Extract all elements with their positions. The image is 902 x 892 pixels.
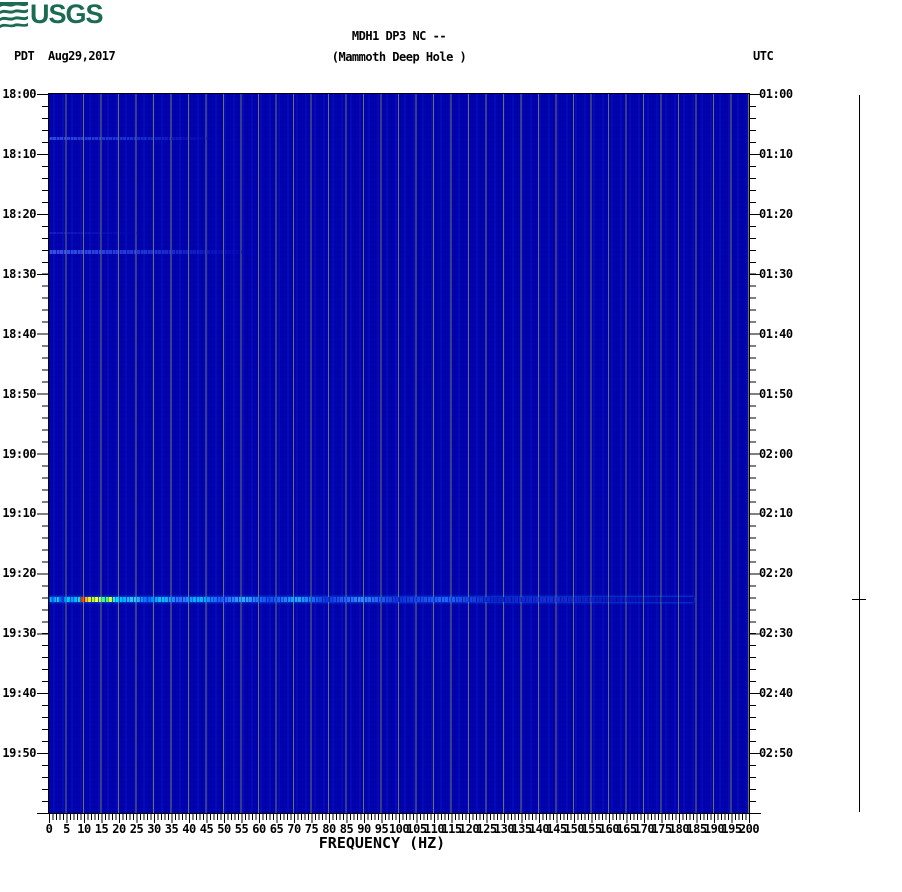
freq-tick-label: 145 <box>546 822 567 836</box>
spectrogram-plot <box>48 93 750 814</box>
event-band-bright-1924 <box>49 597 694 602</box>
freq-tick-label: 100 <box>388 822 410 836</box>
freq-tick-label: 50 <box>217 822 231 836</box>
right-time-label: 02:30 <box>759 626 793 641</box>
right-time-label: 01:30 <box>759 266 793 281</box>
freq-tick-label: 185 <box>686 822 707 836</box>
freq-tick-label: 125 <box>476 822 497 836</box>
freq-tick-label: 140 <box>528 822 550 836</box>
plot-title-block: MDH1 DP3 NC -- (Mammoth Deep Hole ) <box>49 30 749 63</box>
freq-tick-label: 150 <box>563 822 585 836</box>
freq-tick-label: 0 <box>45 822 53 836</box>
freq-tick-label: 180 <box>668 822 690 836</box>
freq-tick-label: 80 <box>322 822 336 836</box>
right-time-label: 02:20 <box>759 566 793 581</box>
freq-tick-label: 90 <box>357 822 371 836</box>
freq-tick-label: 120 <box>458 822 480 836</box>
freq-tick-label: 190 <box>703 822 725 836</box>
freq-tick-label: 35 <box>164 822 179 836</box>
left-time-label: 19:30 <box>2 626 36 641</box>
freq-tick-label: 65 <box>269 822 284 836</box>
left-time-label: 19:20 <box>2 566 36 581</box>
freq-tick-label: 115 <box>441 822 462 836</box>
usgs-wave-icon <box>0 1 28 28</box>
freq-tick-label: 75 <box>304 822 319 836</box>
bottom-axis-minor-ticks <box>49 814 750 820</box>
freq-tick-label: 155 <box>581 822 602 836</box>
left-time-label: 19:40 <box>2 686 36 701</box>
freq-tick-label: 110 <box>423 822 445 836</box>
left-time-label: 18:10 <box>2 146 36 161</box>
freq-tick-label: 20 <box>112 822 126 836</box>
freq-tick-label: 10 <box>77 822 91 836</box>
right-time-label: 01:10 <box>759 146 793 161</box>
right-time-label: 02:10 <box>759 506 793 521</box>
right-time-label: 02:00 <box>759 446 793 461</box>
usgs-logo: USGS <box>0 0 104 29</box>
right-time-label: 01:40 <box>759 326 793 341</box>
seismogram-trace-line <box>859 95 860 812</box>
x-axis-title: FREQUENCY (HZ) <box>318 834 446 852</box>
freq-tick-label: 95 <box>374 822 389 836</box>
left-time-label: 18:40 <box>2 326 36 341</box>
right-time-label: 02:40 <box>759 686 793 701</box>
freq-tick-label: 135 <box>511 822 532 836</box>
event-band-faint-1826 <box>49 250 244 254</box>
station-title: MDH1 DP3 NC -- <box>351 29 447 43</box>
freq-tick-label: 15 <box>94 822 109 836</box>
freq-tick-label: 5 <box>63 822 70 836</box>
seismogram-trace-event-blip <box>852 599 866 600</box>
right-time-label: 01:50 <box>759 386 793 401</box>
freq-tick-label: 200 <box>738 822 760 836</box>
right-axis-minor-ticks <box>750 94 756 814</box>
timezone-left-label: PDT <box>14 49 35 63</box>
left-time-label: 18:30 <box>2 266 36 281</box>
event-band-faint-1823 <box>49 232 144 234</box>
freq-tick-label: 195 <box>721 822 742 836</box>
right-time-label: 01:20 <box>759 206 793 221</box>
left-time-label: 19:00 <box>2 446 36 461</box>
freq-tick-label: 40 <box>182 822 196 836</box>
left-time-label: 18:00 <box>2 87 36 101</box>
left-time-label: 19:50 <box>2 746 36 761</box>
freq-tick-label: 45 <box>199 822 214 836</box>
station-subtitle: (Mammoth Deep Hole ) <box>331 50 467 64</box>
freq-tick-label: 105 <box>406 822 427 836</box>
left-axis-minor-ticks <box>42 94 48 814</box>
freq-tick-label: 160 <box>598 822 620 836</box>
usgs-logo-text: USGS <box>30 0 104 29</box>
left-time-label: 18:50 <box>2 386 36 401</box>
right-time-label: 02:50 <box>759 746 793 761</box>
timezone-right-label: UTC <box>753 49 774 63</box>
freq-tick-label: 55 <box>234 822 249 836</box>
freq-tick-label: 30 <box>147 822 161 836</box>
freq-tick-label: 175 <box>651 822 672 836</box>
event-band-faint-1807 <box>49 137 214 140</box>
freq-tick-label: 165 <box>616 822 637 836</box>
right-time-label: 01:00 <box>759 87 793 101</box>
freq-tick-label: 85 <box>339 822 354 836</box>
freq-tick-label: 170 <box>633 822 655 836</box>
left-time-label: 19:10 <box>2 506 36 521</box>
freq-tick-label: 25 <box>129 822 144 836</box>
freq-tick-label: 130 <box>493 822 515 836</box>
freq-tick-label: 70 <box>287 822 301 836</box>
date-label: Aug29,2017 <box>48 49 116 63</box>
left-time-label: 18:20 <box>2 206 36 221</box>
freq-tick-label: 60 <box>252 822 266 836</box>
